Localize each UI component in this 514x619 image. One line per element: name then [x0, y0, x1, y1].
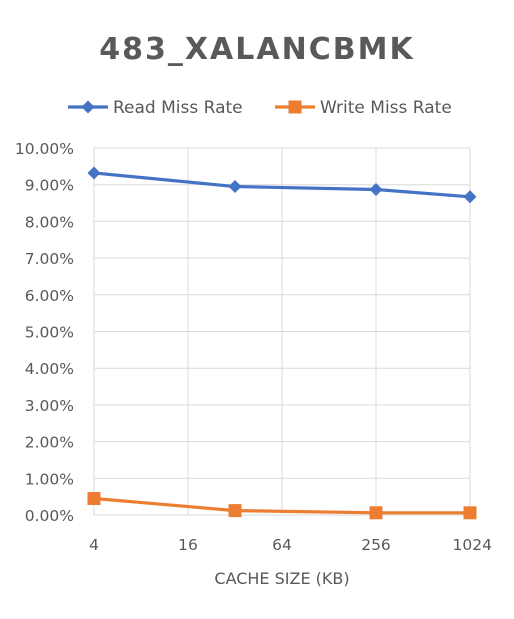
x-tick-label: 256	[361, 536, 391, 554]
x-axis-tick-labels: 4 16 64 256 1024	[89, 536, 492, 554]
data-point	[463, 190, 477, 204]
x-tick-label: 16	[178, 536, 198, 554]
series-1	[87, 491, 477, 520]
data-point	[463, 506, 477, 520]
data-point	[87, 166, 101, 180]
chart-title: 483_XALANCBMK	[99, 32, 414, 67]
y-tick-label: 0.00%	[25, 507, 74, 525]
y-tick-label: 4.00%	[25, 360, 74, 378]
legend-item-1: Write Miss Rate	[275, 98, 452, 118]
legend-label: Read Miss Rate	[113, 98, 243, 118]
y-tick-label: 10.00%	[15, 140, 74, 158]
legend-marker	[288, 100, 302, 114]
series-line	[93, 496, 470, 515]
x-tick-label: 4	[89, 536, 99, 554]
y-tick-label: 1.00%	[25, 470, 74, 488]
data-point	[228, 180, 242, 194]
legend-item-0: Read Miss Rate	[68, 98, 243, 118]
x-axis-title: CACHE SIZE (KB)	[214, 569, 349, 588]
series-0	[87, 166, 477, 204]
legend: Read Miss Rate Write Miss Rate	[68, 98, 452, 118]
y-tick-label: 8.00%	[25, 213, 74, 231]
x-tick-label: 64	[272, 536, 292, 554]
y-axis-tick-labels: 0.00% 1.00% 2.00% 3.00% 4.00% 5.00% 6.00% 7.00%…	[15, 140, 74, 525]
data-point	[369, 182, 383, 196]
legend-label: Write Miss Rate	[320, 98, 452, 118]
y-tick-label: 5.00%	[25, 324, 74, 342]
y-tick-label: 7.00%	[25, 250, 74, 268]
series-line	[93, 171, 471, 199]
series-layer	[87, 166, 477, 520]
y-tick-label: 9.00%	[25, 177, 74, 195]
x-tick-label: 1024	[453, 536, 492, 554]
gridlines	[93, 147, 471, 516]
data-point	[369, 506, 383, 520]
y-tick-label: 3.00%	[25, 397, 74, 415]
y-tick-label: 2.00%	[25, 434, 74, 452]
legend-marker	[81, 100, 95, 114]
data-point	[228, 504, 242, 518]
y-tick-label: 6.00%	[25, 287, 74, 305]
data-point	[87, 491, 101, 505]
